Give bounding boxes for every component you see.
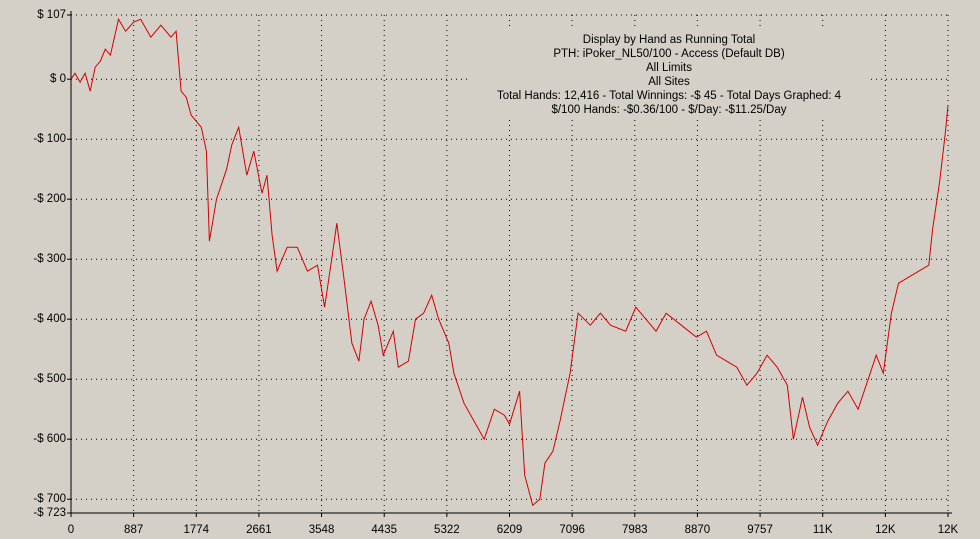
y-tick-label: -$ 700 xyxy=(33,493,66,505)
y-tick-label: -$ 200 xyxy=(33,193,66,205)
x-tick-label: 5322 xyxy=(434,524,460,536)
x-tick-label: 6209 xyxy=(497,524,523,536)
x-tick-label: 12K xyxy=(938,524,959,536)
y-tick-label: $ 0 xyxy=(50,73,66,85)
y-tick-label: -$ 100 xyxy=(33,133,66,145)
x-tick-label: 0 xyxy=(68,524,74,536)
title-line: $/100 Hands: -$0.36/100 - $/Day: -$11.25… xyxy=(551,104,786,116)
x-tick-label: 3548 xyxy=(309,524,335,536)
x-tick-label: 8870 xyxy=(685,524,711,536)
x-tick-label: 7096 xyxy=(559,524,585,536)
x-tick-label: 4435 xyxy=(371,524,397,536)
y-tick-label: -$ 600 xyxy=(33,433,66,445)
title-box xyxy=(470,28,870,118)
y-tick-label: -$ 300 xyxy=(33,253,66,265)
x-tick-label: 2661 xyxy=(246,524,272,536)
x-tick-label: 7983 xyxy=(622,524,648,536)
x-tick-label: 12K xyxy=(875,524,896,536)
title-line: Display by Hand as Running Total xyxy=(583,34,755,46)
y-tick-label: $ 107 xyxy=(37,9,66,21)
x-tick-label: 1774 xyxy=(183,524,209,536)
x-tick-label: 887 xyxy=(124,524,143,536)
y-tick-label: -$ 500 xyxy=(33,373,66,385)
data-line xyxy=(70,17,949,507)
title-line: All Limits xyxy=(646,62,692,74)
y-tick-label: -$ 400 xyxy=(33,313,66,325)
x-tick-label: 11K xyxy=(813,524,833,536)
y-tick-label: -$ 723 xyxy=(33,507,66,519)
title-line: Total Hands: 12,416 - Total Winnings: -$… xyxy=(497,90,842,102)
title-line: PTH: iPoker_NL50/100 - Access (Default D… xyxy=(553,48,785,60)
x-tick-label: 9757 xyxy=(747,524,773,536)
title-line: All Sites xyxy=(648,76,690,88)
